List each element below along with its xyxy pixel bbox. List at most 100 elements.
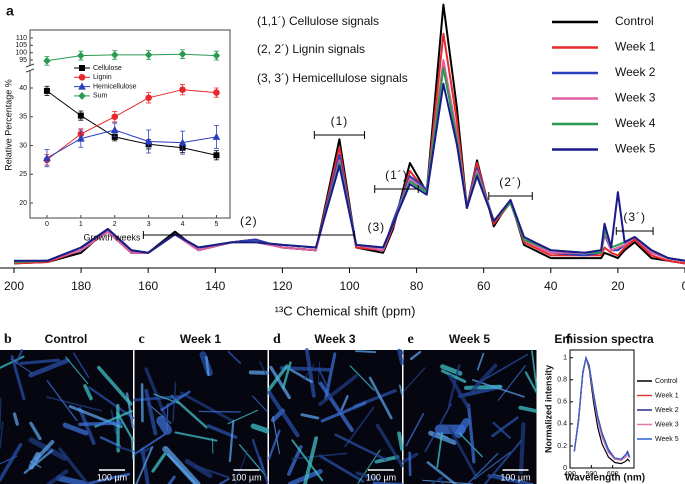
fiber <box>174 431 218 442</box>
fiber <box>0 421 4 450</box>
fiber <box>10 358 33 374</box>
legend-label: Week 1 <box>615 40 656 54</box>
fiber <box>440 369 467 383</box>
fiber <box>28 358 70 378</box>
fiber <box>349 365 375 391</box>
fiber <box>252 395 269 413</box>
fiber <box>318 369 330 392</box>
peak-label: (3) <box>368 220 386 234</box>
legend-label: Hemicellulose <box>93 83 137 90</box>
fiber <box>368 376 393 420</box>
micrograph <box>134 350 268 484</box>
fiber <box>227 409 259 425</box>
fiber <box>45 396 103 412</box>
x-tick-label: 400 <box>564 471 576 478</box>
fiber <box>218 477 230 484</box>
fiber <box>289 368 313 384</box>
panel-label: b <box>4 332 12 347</box>
fiber <box>466 403 476 464</box>
fiber <box>228 419 235 463</box>
marker <box>43 56 51 65</box>
fiber <box>466 452 499 484</box>
spectrum-line <box>573 355 631 460</box>
x-tick-label: 2 <box>113 221 117 228</box>
series-line <box>46 53 217 62</box>
fiber <box>473 451 511 480</box>
fiber <box>334 433 387 461</box>
fiber <box>318 381 354 432</box>
legend-label: Week 2 <box>615 65 656 79</box>
fiber <box>340 395 349 411</box>
x-tick-label: 3 <box>147 221 151 228</box>
fiber <box>0 397 2 430</box>
fiber <box>318 374 358 406</box>
scale-bar-label: 100 µm <box>500 472 530 482</box>
fiber <box>318 454 365 483</box>
signal-note: (2, 2´) Lignin signals <box>257 42 365 56</box>
marker <box>43 154 51 162</box>
x-tick-label: 180 <box>71 279 91 293</box>
fiber <box>497 365 526 401</box>
panel-label: a <box>6 3 14 19</box>
bracket <box>615 227 654 235</box>
x-tick-label: 20 <box>611 279 625 293</box>
legend-marker <box>78 91 86 100</box>
fibers <box>0 349 135 484</box>
marker <box>144 50 153 59</box>
fiber <box>97 365 133 406</box>
fiber <box>10 354 26 401</box>
panel-title: Week 3 <box>314 332 355 346</box>
fiber <box>139 446 153 455</box>
x-tick-label: 80 <box>410 279 424 293</box>
fiber <box>151 452 167 473</box>
fiber <box>402 367 426 393</box>
marker <box>179 86 186 94</box>
marker <box>144 137 153 145</box>
y-tick-label: 1 <box>563 355 567 362</box>
peak-label: (1) <box>331 114 349 128</box>
fiber <box>250 423 271 434</box>
marker <box>178 138 187 146</box>
fiber <box>355 350 377 354</box>
fiber <box>344 406 375 448</box>
fiber <box>29 421 42 441</box>
legend-label: Week 1 <box>655 392 679 399</box>
marker <box>212 132 221 140</box>
legend-marker <box>78 82 86 90</box>
fiber <box>409 350 422 361</box>
panel-label: e <box>408 332 414 347</box>
series-line <box>46 90 217 156</box>
x-tick-label: 600 <box>607 471 619 478</box>
legend-label: Sum <box>93 93 108 100</box>
fiber <box>62 422 89 436</box>
fiber <box>116 411 135 442</box>
bracket <box>313 131 366 139</box>
fiber <box>518 422 526 475</box>
scale-bar-label: 100 µm <box>231 472 261 482</box>
x-tick-label: 5 <box>214 221 218 228</box>
bracket <box>142 231 355 239</box>
x-tick-label: 200 <box>4 279 24 293</box>
fiber <box>84 472 131 484</box>
y-axis-label: Normalized intensity <box>543 365 553 453</box>
fiber <box>447 426 477 476</box>
panel-label: d <box>273 332 281 347</box>
fiber <box>448 374 470 409</box>
x-tick-label: 40 <box>544 279 558 293</box>
fibers <box>133 350 271 484</box>
x-tick-label: 100 <box>339 279 359 293</box>
marker <box>77 134 85 142</box>
fiber <box>0 442 23 482</box>
x-axis-label: ¹³C Chemical shift (ppm) <box>275 303 416 318</box>
fiber <box>65 356 89 385</box>
fiber <box>287 445 303 476</box>
fiber <box>355 471 379 482</box>
x-tick-label: 120 <box>272 279 292 293</box>
fiber <box>272 416 281 455</box>
fiber <box>300 413 320 420</box>
marker <box>77 112 84 119</box>
marker <box>43 87 50 94</box>
marker <box>213 89 220 96</box>
y-tick-label: 105 <box>15 42 27 49</box>
fiber <box>58 447 90 484</box>
